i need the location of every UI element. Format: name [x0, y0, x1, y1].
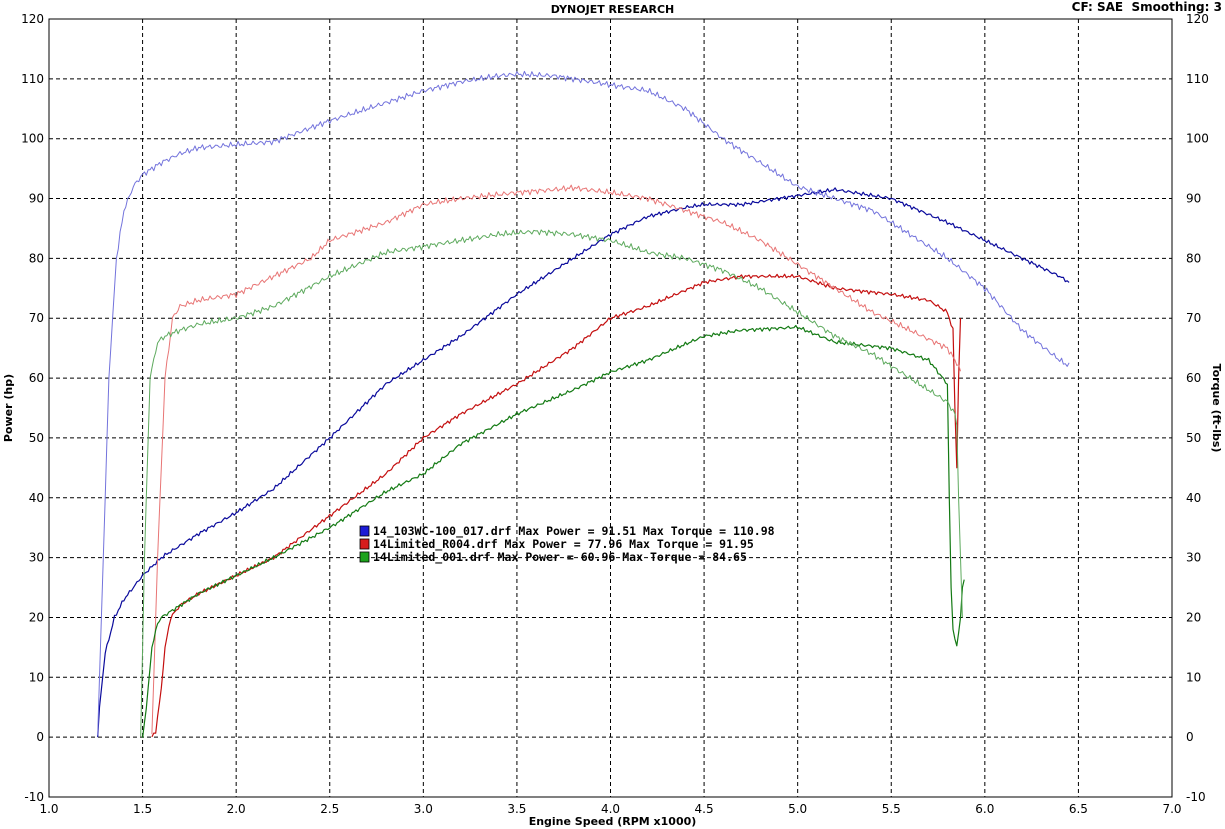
- x-axis-label: Engine Speed (RPM x1000): [528, 815, 697, 828]
- y-tick-label-right: 60: [1186, 371, 1201, 385]
- y-tick-label-right: 10: [1186, 670, 1201, 684]
- y-tick-label-left: 10: [29, 670, 44, 684]
- power-axis-label: Power (hp): [2, 374, 15, 442]
- x-tick-label: 1.0: [39, 802, 58, 816]
- y-tick-label-right: -10: [1186, 790, 1206, 804]
- y-tick-label-left: 50: [29, 431, 44, 445]
- legend-entry: 14_103WC-100_017.drf Max Power = 91.51 M…: [373, 524, 775, 539]
- x-tick-label: 4.5: [695, 802, 714, 816]
- x-tick-label: 1.5: [133, 802, 152, 816]
- chart-title: DYNOJET RESEARCH: [550, 3, 675, 16]
- series-line-power: [142, 324, 965, 738]
- cf-value: SAE: [1096, 0, 1124, 14]
- legend-entry: 14Limited_R004.drf Max Power = 77.96 Max…: [373, 537, 754, 552]
- grid-lines: [49, 19, 1172, 797]
- x-tick-label: 2.0: [227, 802, 246, 816]
- y-tick-label-right: 20: [1186, 610, 1201, 624]
- y-tick-label-left: 90: [29, 192, 44, 206]
- legend-swatch: [359, 551, 370, 563]
- y-tick-label-left: 70: [29, 311, 44, 325]
- y-tick-label-left: 0: [36, 730, 44, 744]
- settings-readout: CF: SAE Smoothing: 3: [1072, 0, 1222, 14]
- x-tick-labels: 1.0 1.5 2.0 2.5 3.0 3.5 4.0 4.5 5.0 5.5 6.0 6.5 7.0: [39, 802, 1181, 816]
- y-axis-label-left: Power (hp): [2, 374, 15, 442]
- x-tick-label: 3.5: [507, 802, 526, 816]
- x-tick-label: 3.0: [414, 802, 433, 816]
- x-tick-label: 7.0: [1162, 802, 1181, 816]
- y-tick-label-right: 90: [1186, 192, 1201, 206]
- y-tick-label-right: 70: [1186, 311, 1201, 325]
- y-tick-label-left: 30: [29, 551, 44, 565]
- series-line-torque: [140, 229, 963, 737]
- y-tick-labels-left: -10 0 10 20 30 40 50 60 70 80 90 100 110 120: [21, 12, 44, 804]
- legend-swatch: [359, 525, 370, 537]
- torque-axis-label: Torque (ft-lbs): [1210, 364, 1223, 453]
- y-tick-label-right: 0: [1186, 730, 1194, 744]
- x-tick-label: 5.5: [882, 802, 901, 816]
- series-line-power: [151, 273, 962, 738]
- y-tick-label-left: 110: [21, 72, 44, 86]
- plot-frame: [48, 18, 1173, 798]
- y-tick-label-right: 120: [1186, 12, 1209, 26]
- y-tick-label-left: -10: [24, 790, 44, 804]
- series-line-torque: [151, 184, 961, 735]
- x-tick-label: 4.0: [601, 802, 620, 816]
- y-tick-label-right: 30: [1186, 551, 1201, 565]
- curves: [97, 70, 1070, 738]
- y-tick-label-right: 40: [1186, 491, 1201, 505]
- legend: 14_103WC-100_017.drf Max Power = 91.51 M…: [359, 524, 775, 565]
- y-tick-label-left: 60: [29, 371, 44, 385]
- x-tick-label: 6.0: [975, 802, 994, 816]
- y-tick-label-right: 80: [1186, 251, 1201, 265]
- smoothing-label: Smoothing:: [1131, 0, 1210, 14]
- series-line-torque: [97, 70, 1070, 736]
- y-tick-label-right: 50: [1186, 431, 1201, 445]
- x-tick-label: 6.5: [1069, 802, 1088, 816]
- x-tick-label: 2.5: [320, 802, 339, 816]
- y-tick-label-left: 20: [29, 610, 44, 624]
- y-axis-label-right: Torque (ft-lbs): [1210, 364, 1223, 453]
- series-line-power: [97, 187, 1070, 738]
- y-tick-label-right: 110: [1186, 72, 1209, 86]
- legend-swatch: [359, 538, 370, 550]
- y-tick-label-left: 40: [29, 491, 44, 505]
- y-tick-label-left: 120: [21, 12, 44, 26]
- legend-entry: 14Limited_001.drf Max Power = 60.96 Max …: [373, 550, 747, 565]
- y-tick-label-left: 100: [21, 132, 44, 146]
- y-tick-label-left: 80: [29, 251, 44, 265]
- y-tick-label-right: 100: [1186, 132, 1209, 146]
- cf-label: CF:: [1071, 0, 1093, 14]
- y-tick-labels-right: -10 0 10 20 30 40 50 60 70 80 90 100 110 120: [1186, 12, 1209, 804]
- x-tick-label: 5.0: [788, 802, 807, 816]
- smoothing-value: 3: [1213, 0, 1222, 14]
